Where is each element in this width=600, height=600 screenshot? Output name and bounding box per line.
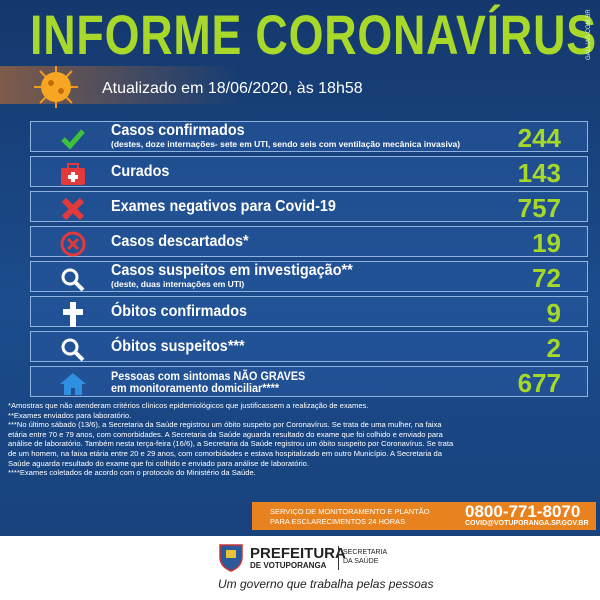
stat-value: 143 (517, 158, 561, 188)
footnote: ***No último sábado (13/6), a Secretaria… (8, 420, 442, 430)
stat-row: Casos descartados* 19 (30, 226, 588, 258)
crest (219, 544, 243, 572)
footnote: análise de laboratório. Também nesta ter… (8, 439, 454, 449)
stat-label: Casos confirmados (111, 122, 245, 139)
stat-row: Curados 143 (30, 156, 588, 188)
stat-row: Exames negativos para Covid-19 757 (30, 191, 588, 223)
footnote: Saúde aguarda resultado do exame que foi… (8, 458, 310, 468)
stat-label: Óbitos confirmados (111, 303, 248, 320)
footnote: **Exames enviados para laboratório. (8, 410, 132, 420)
title: INFORME CORONAVÍRUS (30, 3, 597, 66)
stat-label: em monitoramento domiciliar**** (111, 381, 280, 395)
stat-value: 72 (532, 263, 561, 293)
stat-icon (60, 231, 86, 257)
updated: Atualizado em 18/06/2020, às 18h58 (102, 80, 363, 97)
footnote: de um homem, na faixa etária entre 20 e … (8, 449, 442, 458)
stat-row: Casos confirmados (destes, doze internaçõ… (30, 121, 588, 153)
stat-note: (destes, doze internações- sete em UTI, … (111, 139, 461, 149)
stat-value: 244 (517, 123, 561, 153)
stat-label: Curados (111, 163, 170, 180)
stat-icon (61, 163, 85, 185)
service-bar (252, 502, 596, 530)
footnote: *Amostras que não atenderam critérios cl… (8, 401, 369, 410)
stat-row: Pessoas com sintomas NÃO GRAVES em monito… (30, 366, 588, 398)
org: PREFEITURA (250, 545, 346, 562)
site: GALLIAS.COM.BR (586, 9, 592, 60)
footer (0, 536, 600, 600)
stat-value: 19 (532, 228, 561, 258)
phone: 0800-771-8070 (465, 502, 581, 521)
stat-label: Exames negativos para Covid-19 (111, 198, 336, 215)
stat-note: (deste, duas internações em UTI) (111, 279, 245, 289)
virus-icon (34, 66, 78, 108)
stat-icon (61, 129, 85, 150)
footnote: ****Exames coletados de acordo com o pro… (8, 468, 256, 478)
stat-row: Óbitos confirmados 9 (30, 296, 588, 328)
stat-row: Casos suspeitos em investigação** (deste,… (30, 261, 588, 293)
stat-row: Óbitos suspeitos*** 2 (30, 331, 588, 363)
dept: DA SAÚDE (343, 558, 379, 565)
stat-icon (61, 268, 85, 292)
stat-label: Pessoas com sintomas NÃO GRAVES (111, 369, 306, 383)
slogan: Um governo que trabalha pelas pessoas (218, 577, 434, 591)
email: COVID@VOTUPORANGA.SP.GOV.BR (465, 520, 589, 527)
stat-value: 2 (546, 333, 561, 363)
stat-value: 9 (546, 298, 561, 328)
stat-icon (60, 373, 86, 395)
org: DE VOTUPORANGA (250, 561, 327, 570)
stat-label: Casos suspeitos em investigação** (111, 262, 353, 279)
stat-label: Casos descartados* (111, 233, 249, 250)
stat-label: Óbitos suspeitos*** (111, 338, 245, 355)
footnote: etária entre 70 e 79 anos, com comorbida… (8, 429, 443, 439)
stat-value: 677 (517, 368, 561, 398)
service-line: SERVIÇO DE MONITORAMENTO E PLANTÃO (270, 507, 430, 516)
dept: SECRETARIA (343, 549, 388, 556)
divider (338, 546, 339, 570)
service-line: PARA ESCLARECIMENTOS 24 HORAS (270, 517, 406, 526)
stat-icon (61, 197, 85, 221)
update-band (0, 66, 600, 104)
stat-icon (63, 302, 83, 327)
stat-icon (61, 338, 85, 362)
stat-value: 757 (517, 193, 561, 223)
